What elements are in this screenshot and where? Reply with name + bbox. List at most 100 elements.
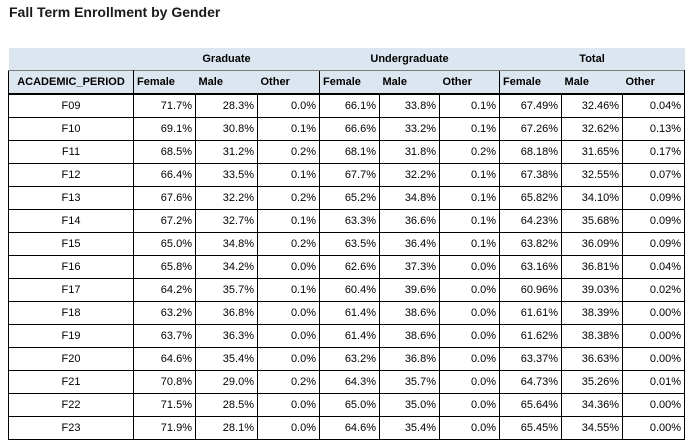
group-header-graduate: Graduate [133, 48, 320, 71]
value-cell: 67.26% [499, 117, 563, 141]
value-cell: 63.2% [133, 301, 196, 325]
value-cell: 0.1% [256, 209, 321, 233]
value-cell: 0.0% [256, 347, 321, 371]
value-cell: 68.5% [133, 140, 196, 164]
period-cell: F13 [8, 186, 134, 210]
value-cell: 30.8% [195, 117, 258, 141]
value-cell: 34.2% [195, 255, 258, 279]
value-cell: 69.1% [133, 117, 196, 141]
period-cell: F21 [8, 370, 134, 394]
table-row: F14 67.2% 32.7% 0.1% 63.3% 36.6% 0.1% 64.23% 35.… [8, 209, 686, 233]
value-cell: 0.0% [439, 416, 501, 440]
period-cell: F12 [8, 163, 134, 187]
value-cell: 0.1% [439, 232, 501, 256]
group-header-row: Graduate Undergraduate Total [8, 48, 685, 71]
value-cell: 64.23% [499, 209, 563, 233]
value-cell: 67.6% [133, 186, 196, 210]
value-cell: 34.36% [561, 393, 624, 417]
group-header-total: Total [499, 48, 685, 71]
value-cell: 65.8% [133, 255, 196, 279]
table-row: F18 63.2% 36.8% 0.0% 61.4% 38.6% 0.0% 61.61% 38.… [8, 301, 686, 325]
value-cell: 0.2% [256, 186, 321, 210]
column-header-male: Male [379, 70, 440, 95]
column-header-other: Other [439, 70, 500, 95]
value-cell: 0.1% [439, 93, 501, 118]
value-cell: 63.16% [499, 255, 563, 279]
table-row: F19 63.7% 36.3% 0.0% 61.4% 38.6% 0.0% 61.62% 38.… [8, 324, 686, 348]
value-cell: 67.38% [499, 163, 563, 187]
column-header-row: ACADEMIC_PERIOD Female Male Other Female… [8, 70, 686, 95]
value-cell: 0.13% [622, 117, 686, 141]
value-cell: 36.3% [195, 324, 258, 348]
value-cell: 0.17% [622, 140, 686, 164]
value-cell: 61.61% [499, 301, 563, 325]
value-cell: 62.6% [319, 255, 381, 279]
value-cell: 37.3% [379, 255, 441, 279]
value-cell: 38.39% [561, 301, 624, 325]
value-cell: 0.2% [256, 140, 321, 164]
value-cell: 34.8% [195, 232, 258, 256]
value-cell: 67.2% [133, 209, 196, 233]
value-cell: 35.0% [379, 393, 441, 417]
column-header-academic-period: ACADEMIC_PERIOD [8, 70, 134, 95]
value-cell: 29.0% [195, 370, 258, 394]
value-cell: 0.2% [256, 370, 321, 394]
value-cell: 64.6% [319, 416, 381, 440]
value-cell: 36.6% [379, 209, 441, 233]
value-cell: 0.2% [439, 140, 501, 164]
value-cell: 39.6% [379, 278, 441, 302]
value-cell: 32.62% [561, 117, 624, 141]
value-cell: 36.63% [561, 347, 624, 371]
value-cell: 0.0% [439, 370, 501, 394]
value-cell: 33.5% [195, 163, 258, 187]
table-row: F15 65.0% 34.8% 0.2% 63.5% 36.4% 0.1% 63.82% 36.… [8, 232, 686, 256]
table-row: F17 64.2% 35.7% 0.1% 60.4% 39.6% 0.0% 60.96% 39.… [8, 278, 686, 302]
value-cell: 0.1% [439, 209, 501, 233]
table-row: F11 68.5% 31.2% 0.2% 68.1% 31.8% 0.2% 68.18% 31.… [8, 140, 686, 164]
value-cell: 71.7% [133, 93, 196, 118]
value-cell: 0.01% [622, 370, 686, 394]
value-cell: 35.7% [195, 278, 258, 302]
value-cell: 0.0% [256, 393, 321, 417]
value-cell: 0.09% [622, 209, 686, 233]
value-cell: 64.3% [319, 370, 381, 394]
period-cell: F17 [8, 278, 134, 302]
value-cell: 70.8% [133, 370, 196, 394]
period-cell: F18 [8, 301, 134, 325]
value-cell: 64.6% [133, 347, 196, 371]
value-cell: 32.55% [561, 163, 624, 187]
value-cell: 71.9% [133, 416, 196, 440]
value-cell: 66.1% [319, 93, 381, 118]
period-cell: F15 [8, 232, 134, 256]
value-cell: 28.1% [195, 416, 258, 440]
value-cell: 32.7% [195, 209, 258, 233]
table-row: F23 71.9% 28.1% 0.0% 64.6% 35.4% 0.0% 65.45% 34.… [8, 416, 686, 440]
value-cell: 34.8% [379, 186, 441, 210]
period-cell: F16 [8, 255, 134, 279]
value-cell: 0.0% [439, 324, 501, 348]
column-header-female: Female [499, 70, 562, 95]
value-cell: 36.09% [561, 232, 624, 256]
value-cell: 38.6% [379, 301, 441, 325]
value-cell: 0.0% [256, 93, 321, 118]
value-cell: 63.5% [319, 232, 381, 256]
value-cell: 35.68% [561, 209, 624, 233]
value-cell: 65.82% [499, 186, 563, 210]
value-cell: 0.04% [622, 255, 686, 279]
period-cell: F19 [8, 324, 134, 348]
value-cell: 67.7% [319, 163, 381, 187]
column-header-female: Female [133, 70, 196, 95]
table-row: F12 66.4% 33.5% 0.1% 67.7% 32.2% 0.1% 67.38% 32.… [8, 163, 686, 187]
value-cell: 71.5% [133, 393, 196, 417]
value-cell: 68.18% [499, 140, 563, 164]
period-cell: F11 [8, 140, 134, 164]
value-cell: 0.00% [622, 324, 686, 348]
value-cell: 0.2% [256, 232, 321, 256]
value-cell: 0.0% [256, 324, 321, 348]
value-cell: 0.0% [256, 416, 321, 440]
value-cell: 35.4% [379, 416, 441, 440]
table-row: F13 67.6% 32.2% 0.2% 65.2% 34.8% 0.1% 65.82% 34.… [8, 186, 686, 210]
value-cell: 65.45% [499, 416, 563, 440]
value-cell: 31.8% [379, 140, 441, 164]
value-cell: 33.8% [379, 93, 441, 118]
